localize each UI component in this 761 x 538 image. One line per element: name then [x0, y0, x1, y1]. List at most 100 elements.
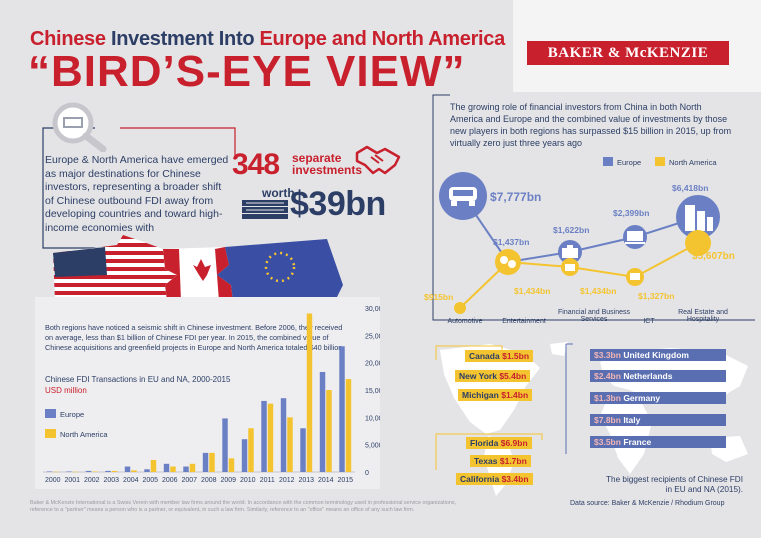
bar-north-america-2004: [131, 470, 137, 472]
bar-europe-2009: [222, 418, 228, 472]
tag-united-kingdom: $3.3bn United Kingdom: [590, 349, 726, 361]
bar-north-america-2003: [111, 470, 118, 472]
y-tick-label: 20,000: [365, 361, 380, 368]
bar-europe-2010: [241, 439, 248, 472]
legend-label-na: North America: [60, 430, 108, 439]
tag-michigan: Michigan $1.4bn: [458, 389, 533, 401]
bar-europe-2011: [261, 400, 267, 472]
money-stack-icon: [242, 200, 288, 219]
x-tick-label: 2007: [181, 477, 197, 484]
investment-count: 348: [232, 148, 280, 181]
sector-legend-swatch-na: [655, 157, 665, 166]
automotive-europe-value: $7,777bn: [490, 190, 542, 204]
chart-title: Chinese FDI Transactions in EU and NA, 2…: [45, 375, 231, 384]
y-tick-label: 15,000: [365, 388, 380, 395]
bar-north-america-2009: [228, 458, 235, 472]
realestate-europe-value: $6,418bn: [672, 183, 709, 193]
x-tick-label: 2004: [123, 477, 139, 484]
bar-europe-2012: [280, 398, 287, 472]
finance-na-value: $1,434bn: [580, 286, 617, 296]
bar-europe-2014: [319, 371, 326, 472]
x-tick-label: 2009: [220, 477, 236, 484]
bar-north-america-2008: [209, 452, 215, 472]
tag-germany: $1.3bn Germany: [590, 392, 726, 404]
x-tick-label: 2008: [201, 477, 217, 484]
bar-north-america-2014: [326, 390, 332, 472]
y-tick-label: 5,000: [365, 443, 380, 450]
x-tick-label: 2000: [45, 477, 61, 484]
bar-europe-2015: [339, 346, 345, 472]
legal-footer: Baker & McKenzie International is a Swis…: [30, 500, 457, 514]
y-tick-label: 30,000: [365, 306, 380, 313]
sector-legend-europe: Europe: [617, 158, 642, 167]
bar-north-america-2002: [92, 471, 98, 472]
automotive-na-value: $915bn: [424, 292, 454, 302]
bar-north-america-2015: [345, 379, 352, 472]
legend-swatch-na: [45, 429, 56, 438]
tag-france: $3.5bn France: [590, 436, 726, 448]
bar-north-america-2006: [170, 466, 176, 472]
sector-label-ict: ICT: [643, 318, 655, 325]
x-tick-label: 2015: [337, 477, 353, 484]
map-connectors: [435, 343, 573, 470]
ict-na-value: $1,327bn: [638, 291, 675, 301]
tag-california: California $3.4bn: [456, 473, 533, 485]
bar-europe-2006: [163, 463, 170, 472]
handshake-icon: [355, 145, 401, 175]
sector-label-entertainment: Entertainment: [502, 318, 546, 325]
bar-north-america-2013: [306, 313, 313, 472]
puzzle-flags: [53, 235, 343, 301]
bar-europe-2007: [183, 466, 189, 472]
tag-texas: Texas $1.7bn: [470, 455, 531, 467]
realestate-na-node: [685, 230, 711, 256]
subtitle: Chinese Investment Into Europe and North…: [30, 28, 505, 50]
bar-north-america-2007: [189, 463, 196, 472]
x-tick-label: 2001: [64, 477, 80, 484]
entertainment-europe-value: $1,437bn: [493, 237, 530, 247]
tag-florida: Florida $6.9bn: [466, 437, 532, 449]
entertainment-na-value: $1,434bn: [514, 286, 551, 296]
ict-europe-value: $2,399bn: [613, 208, 650, 218]
bar-north-america-2011: [267, 403, 274, 472]
tag-italy: $7.8bn Italy: [590, 414, 726, 426]
x-tick-label: 2014: [318, 477, 334, 484]
chart-description: Both regions have noticed a seismic shif…: [45, 323, 345, 352]
automotive-na-node: [454, 302, 466, 314]
x-tick-label: 2006: [162, 477, 178, 484]
sector-legend-swatch-europe: [603, 157, 613, 166]
realestate-na-value: $5,607bn: [692, 251, 735, 262]
finance-europe-value: $1,622bn: [553, 225, 590, 235]
intro-text: Europe & North America have emerged as m…: [45, 154, 229, 234]
bar-europe-2005: [144, 469, 150, 472]
x-tick-label: 2011: [260, 477, 275, 484]
data-source: Data source: Baker & McKenzie / Rhodium …: [570, 500, 725, 507]
sector-legend-na: North America: [669, 158, 717, 167]
legend-label-europe: Europe: [60, 410, 85, 419]
y-tick-label: 10,000: [365, 415, 380, 422]
investment-count-label: separate investments: [292, 151, 363, 177]
tag-canada: Canada $1.5bn: [465, 350, 534, 362]
chart-unit: USD million: [45, 386, 87, 395]
bar-europe-2003: [105, 470, 111, 472]
bar-europe-2008: [202, 452, 209, 472]
legend-swatch-europe: [45, 409, 56, 418]
brand-logo: BAKER & McKENZIE: [527, 41, 729, 65]
x-tick-label: 2002: [84, 477, 100, 484]
map-note: The biggest recipients of Chinese FDI in…: [606, 475, 743, 494]
y-tick-label: 0: [365, 470, 369, 477]
bar-europe-2013: [300, 428, 306, 472]
sector-label-automotive: Automotive: [447, 318, 483, 325]
entertainment-na-node: [495, 249, 521, 275]
sector-label-finance: Financial and Business Services: [558, 309, 630, 323]
bar-north-america-2012: [287, 417, 293, 472]
worth-value: $39bn: [290, 185, 386, 223]
headline: “BIRD’S-EYE VIEW”: [28, 47, 466, 96]
bar-europe-2001: [66, 471, 72, 472]
bar-europe-2002: [85, 470, 92, 472]
worth-label: worth: [262, 186, 295, 200]
x-tick-label: 2003: [103, 477, 119, 484]
bar-north-america-2001: [72, 471, 79, 473]
sectors-text: The growing role of financial investors …: [450, 102, 732, 148]
x-tick-label: 2005: [142, 477, 158, 484]
sector-diagram: [439, 172, 720, 314]
